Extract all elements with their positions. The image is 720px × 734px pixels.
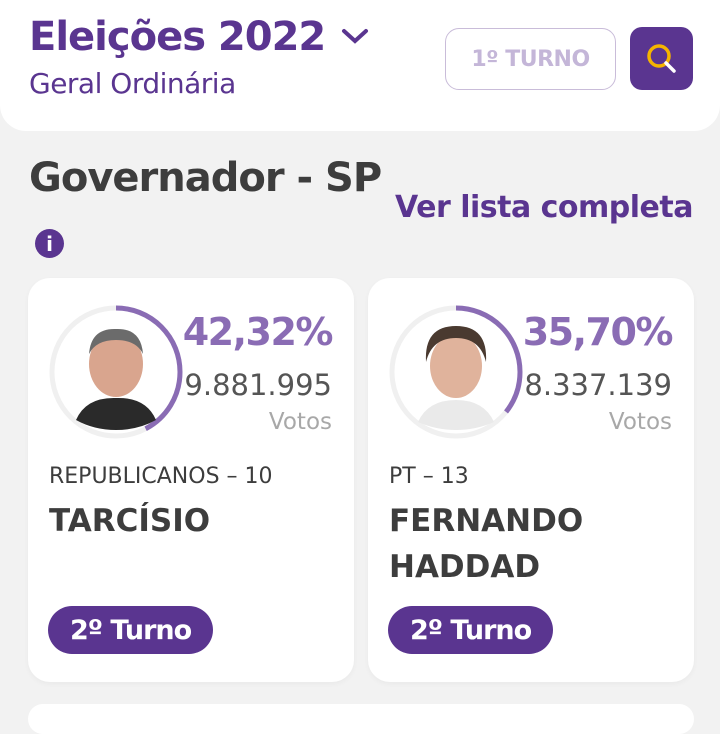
candidate-avatar [389, 305, 523, 439]
votes-label: Votos [268, 409, 332, 435]
candidate-card-partial [28, 704, 694, 734]
page-title: Governador - SP [29, 155, 382, 201]
candidate-avatar [49, 305, 183, 439]
candidate-name: FERNANDO HADDAD [389, 503, 584, 585]
candidate-card[interactable]: 42,32% 9.881.995 Votos REPUBLICANOS – 10… [28, 278, 354, 682]
candidate-name: TARCÍSIO [49, 503, 211, 539]
election-selector[interactable]: Eleições 2022 [29, 14, 369, 60]
search-icon [646, 43, 676, 73]
election-subtitle: Geral Ordinária [29, 67, 236, 100]
party-number: PT – 13 [389, 464, 469, 489]
search-button[interactable] [630, 27, 693, 90]
election-title: Eleições 2022 [29, 14, 326, 60]
vote-percent: 35,70% [522, 310, 674, 354]
chevron-down-icon [342, 29, 369, 44]
header: Eleições 2022 Geral Ordinária 1º TURNO [0, 0, 720, 131]
vote-count: 9.881.995 [184, 368, 332, 402]
vote-share-arc [389, 305, 523, 439]
vote-count: 8.337.139 [524, 368, 672, 402]
vote-percent: 42,32% [182, 310, 334, 354]
votes-label: Votos [608, 409, 672, 435]
status-badge: 2º Turno [48, 606, 214, 654]
candidate-card[interactable]: 35,70% 8.337.139 Votos PT – 13 FERNANDO … [368, 278, 694, 682]
status-badge: 2º Turno [388, 606, 554, 654]
party-number: REPUBLICANOS – 10 [49, 464, 273, 489]
turno-button[interactable]: 1º TURNO [445, 28, 616, 90]
info-icon[interactable]: i [35, 229, 64, 258]
see-full-list-link[interactable]: Ver lista completa [395, 190, 693, 225]
vote-share-arc [49, 305, 183, 439]
